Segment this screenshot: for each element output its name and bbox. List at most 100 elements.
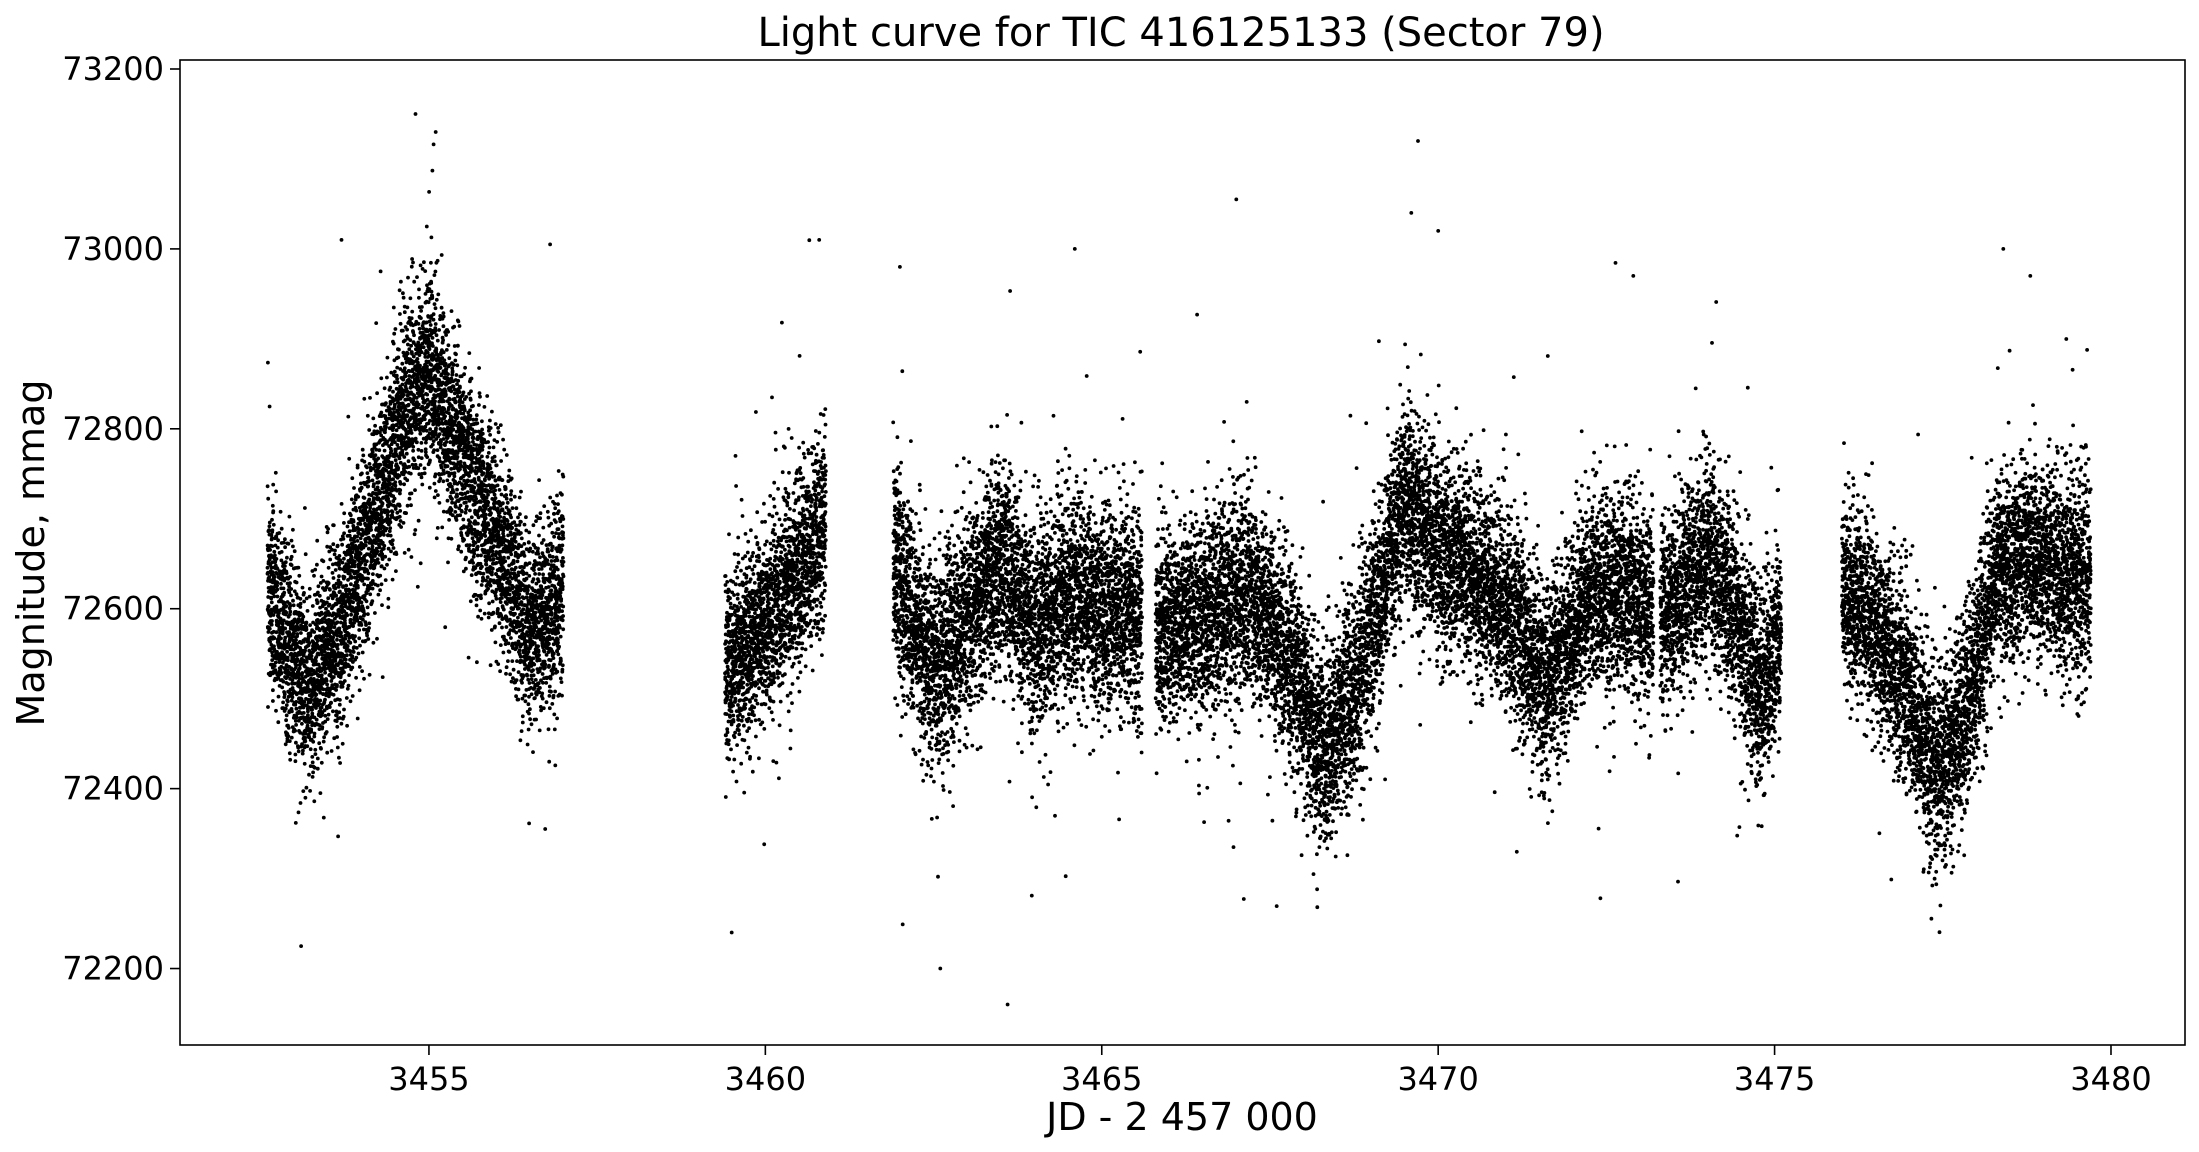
data-point (281, 701, 285, 705)
data-point (320, 761, 324, 765)
data-point (279, 637, 283, 641)
data-point (505, 497, 509, 501)
data-point (367, 572, 371, 576)
data-point (325, 679, 329, 683)
data-point (447, 518, 451, 522)
data-point (470, 573, 474, 577)
data-point (285, 604, 289, 608)
data-point (275, 581, 279, 585)
data-point (302, 711, 306, 715)
data-point (411, 449, 415, 453)
data-point (283, 627, 287, 631)
data-point (313, 748, 317, 752)
data-point (456, 415, 460, 419)
data-point (423, 471, 427, 475)
data-point (306, 710, 310, 714)
data-point (423, 467, 427, 471)
data-point (508, 650, 512, 654)
data-point (360, 601, 364, 605)
data-point (365, 634, 369, 638)
data-point (377, 561, 381, 565)
data-point (469, 398, 473, 402)
data-point (435, 298, 439, 302)
data-point (332, 693, 336, 697)
data-point (455, 363, 459, 367)
data-point (504, 493, 508, 497)
data-point (419, 316, 423, 320)
data-point (280, 671, 284, 675)
data-point (367, 428, 371, 432)
data-point (305, 621, 309, 625)
data-point (360, 669, 364, 673)
data-point (351, 694, 355, 698)
data-point (482, 461, 486, 465)
data-point (411, 261, 415, 265)
data-point (362, 397, 366, 401)
data-point (272, 550, 276, 554)
data-point (333, 625, 337, 629)
data-point (336, 544, 340, 548)
data-point (391, 477, 395, 481)
data-point (416, 466, 420, 470)
data-point (297, 574, 301, 578)
data-point (349, 699, 353, 703)
data-point (356, 466, 360, 470)
data-point (266, 566, 270, 570)
data-point (356, 495, 360, 499)
data-point (402, 296, 406, 300)
data-point (388, 407, 392, 411)
data-point (419, 561, 423, 565)
data-point (435, 536, 439, 540)
data-point (325, 683, 329, 687)
data-point (458, 324, 462, 328)
data-point (402, 393, 406, 397)
data-point (301, 789, 305, 793)
data-point (398, 312, 402, 316)
data-point (481, 441, 485, 445)
data-point (371, 572, 375, 576)
data-point (280, 686, 284, 690)
data-point (485, 394, 489, 398)
data-point (341, 685, 345, 689)
data-point (514, 631, 518, 635)
data-point (291, 599, 295, 603)
data-point (407, 403, 411, 407)
data-point (452, 363, 456, 367)
data-point (352, 501, 356, 505)
data-point (398, 492, 402, 496)
data-point (431, 443, 435, 447)
data-point (357, 652, 361, 656)
data-point (410, 310, 414, 314)
data-point (504, 672, 508, 676)
data-point (299, 602, 303, 606)
data-point (467, 351, 471, 355)
data-point (418, 364, 422, 368)
data-point (442, 350, 446, 354)
data-point (451, 428, 455, 432)
data-point (410, 431, 414, 435)
data-point (401, 329, 405, 333)
data-point (509, 636, 513, 640)
data-point (322, 559, 326, 563)
data-point (327, 581, 331, 585)
data-point (442, 324, 446, 328)
data-point (419, 309, 423, 313)
data-point (457, 320, 461, 324)
data-point (402, 455, 406, 459)
data-point (447, 356, 451, 360)
data-point (486, 587, 490, 591)
data-point (475, 604, 479, 608)
data-point (468, 520, 472, 524)
data-point (271, 504, 275, 508)
data-point (450, 485, 454, 489)
data-point (285, 556, 289, 560)
data-point (385, 527, 389, 531)
data-point (500, 596, 504, 600)
data-point (484, 516, 488, 520)
data-point (370, 599, 374, 603)
data-point (291, 545, 295, 549)
data-point (318, 702, 322, 706)
data-point (310, 755, 314, 759)
data-point (294, 753, 298, 757)
data-point (276, 538, 280, 542)
